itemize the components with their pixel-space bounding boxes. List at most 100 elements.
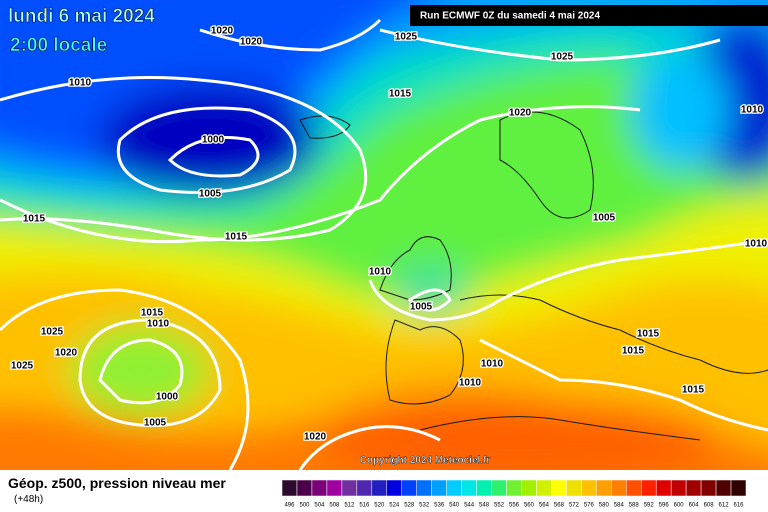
scale-label: 580 [599,503,610,509]
scale-label: 588 [629,503,640,509]
scale-swatch [596,479,612,497]
scale-label: 532 [419,503,430,509]
scale-swatch [311,479,328,497]
isobar-label: 1005 [144,418,167,429]
scale-swatch [700,479,717,497]
scale-label: 496 [284,503,295,509]
scale-label: 544 [464,503,475,509]
isobar-label: 1020 [211,26,234,37]
scale-label: 604 [689,503,700,509]
isobar-label: 1010 [459,378,482,389]
scale-swatch [296,479,313,497]
isobar-label: 1015 [622,346,645,357]
scale-swatch [356,479,373,497]
scale-swatch [581,479,597,497]
coastlines [299,111,768,441]
scale-label: 508 [329,503,340,509]
footer-title: Géop. z500, pression niveau mer [8,475,226,491]
isobar-label: 1010 [69,78,92,89]
scale-swatch [536,479,552,497]
isobar-label: 1015 [141,308,164,319]
scale-label: 516 [359,503,370,509]
isobar-label: 1005 [410,302,433,313]
scale-label: 528 [404,503,415,509]
isobar-label: 1005 [593,213,616,224]
isobar-label: 1015 [23,214,46,225]
scale-swatch [611,479,627,497]
isobar-label: 1020 [55,348,78,359]
isobar-label: 1020 [240,37,263,48]
run-box [410,5,768,26]
scale-label: 552 [494,503,505,509]
isobar-label: 1010 [481,359,504,370]
isobars [0,18,768,470]
scale-label: 592 [644,503,655,509]
scale-label: 500 [299,503,310,509]
scale-swatch [655,479,672,497]
isobar-label: 1025 [41,327,64,338]
scale-swatch [386,479,402,497]
scale-label: 616 [734,503,745,509]
scale-label: 576 [584,503,595,509]
isobar-label: 1010 [369,267,392,278]
scale-label: 596 [659,503,670,509]
scale-label: 612 [719,503,730,509]
scale-label: 564 [539,503,550,509]
isobar-label: 1025 [395,32,418,43]
isobar-label: 1000 [202,135,225,146]
scale-label: 540 [449,503,460,509]
copyright: Copyright 2024 Meteociel.fr [360,455,491,466]
scale-swatch [640,479,657,497]
scale-label: 572 [569,503,580,509]
scale-label: 608 [704,503,715,509]
scale-swatch [506,479,522,497]
scale-swatch [401,479,417,497]
scale-swatch [521,479,537,497]
isobar-label: 1005 [199,189,222,200]
scale-swatch [371,479,388,497]
isobar-label: 1025 [551,52,574,63]
scale-label: 548 [479,503,490,509]
scale-label: 560 [524,503,535,509]
isobar-label: 1025 [11,361,34,372]
run-label: Run ECMWF 0Z du samedi 4 mai 2024 [420,11,600,22]
footer-lead: (+48h) [14,494,43,505]
scale-swatch [416,479,432,497]
scale-label: 520 [374,503,385,509]
scale-swatch [626,479,642,497]
scale-swatch [551,479,567,497]
isobar-label: 1015 [225,232,248,243]
isobar-label: 1015 [682,385,705,396]
isobar-label: 1010 [745,239,768,250]
scale-swatch [341,479,358,497]
scale-label: 524 [389,503,400,509]
isobar-label: 1020 [509,108,532,119]
scale-swatch [326,479,343,497]
scale-swatch [566,479,582,497]
scale-swatch [431,479,447,497]
scale-label: 600 [674,503,685,509]
scale-label: 504 [314,503,325,509]
scale-label: 556 [509,503,520,509]
scale-swatch [281,479,298,497]
isobar-label: 1010 [147,319,170,330]
scale-label: 536 [434,503,445,509]
color-scale: 496 500 504 508 512 516 520 524 528 532 536 540 544 5… [281,479,747,509]
map-time: 2:00 locale [10,35,107,56]
scale-swatch [730,479,747,497]
scale-label: 568 [554,503,565,509]
scale-swatch [715,479,732,497]
scale-swatch [670,479,687,497]
geopotential-field [0,0,768,470]
isobar-label: 1015 [637,329,660,340]
scale-swatch [461,479,477,497]
scale-label: 512 [344,503,355,509]
map-date: lundi 6 mai 2024 [8,6,155,27]
isobar-label: 1020 [304,432,327,443]
scale-swatch [476,479,492,497]
scale-swatch [491,479,507,497]
isobar-label: 1010 [741,105,764,116]
